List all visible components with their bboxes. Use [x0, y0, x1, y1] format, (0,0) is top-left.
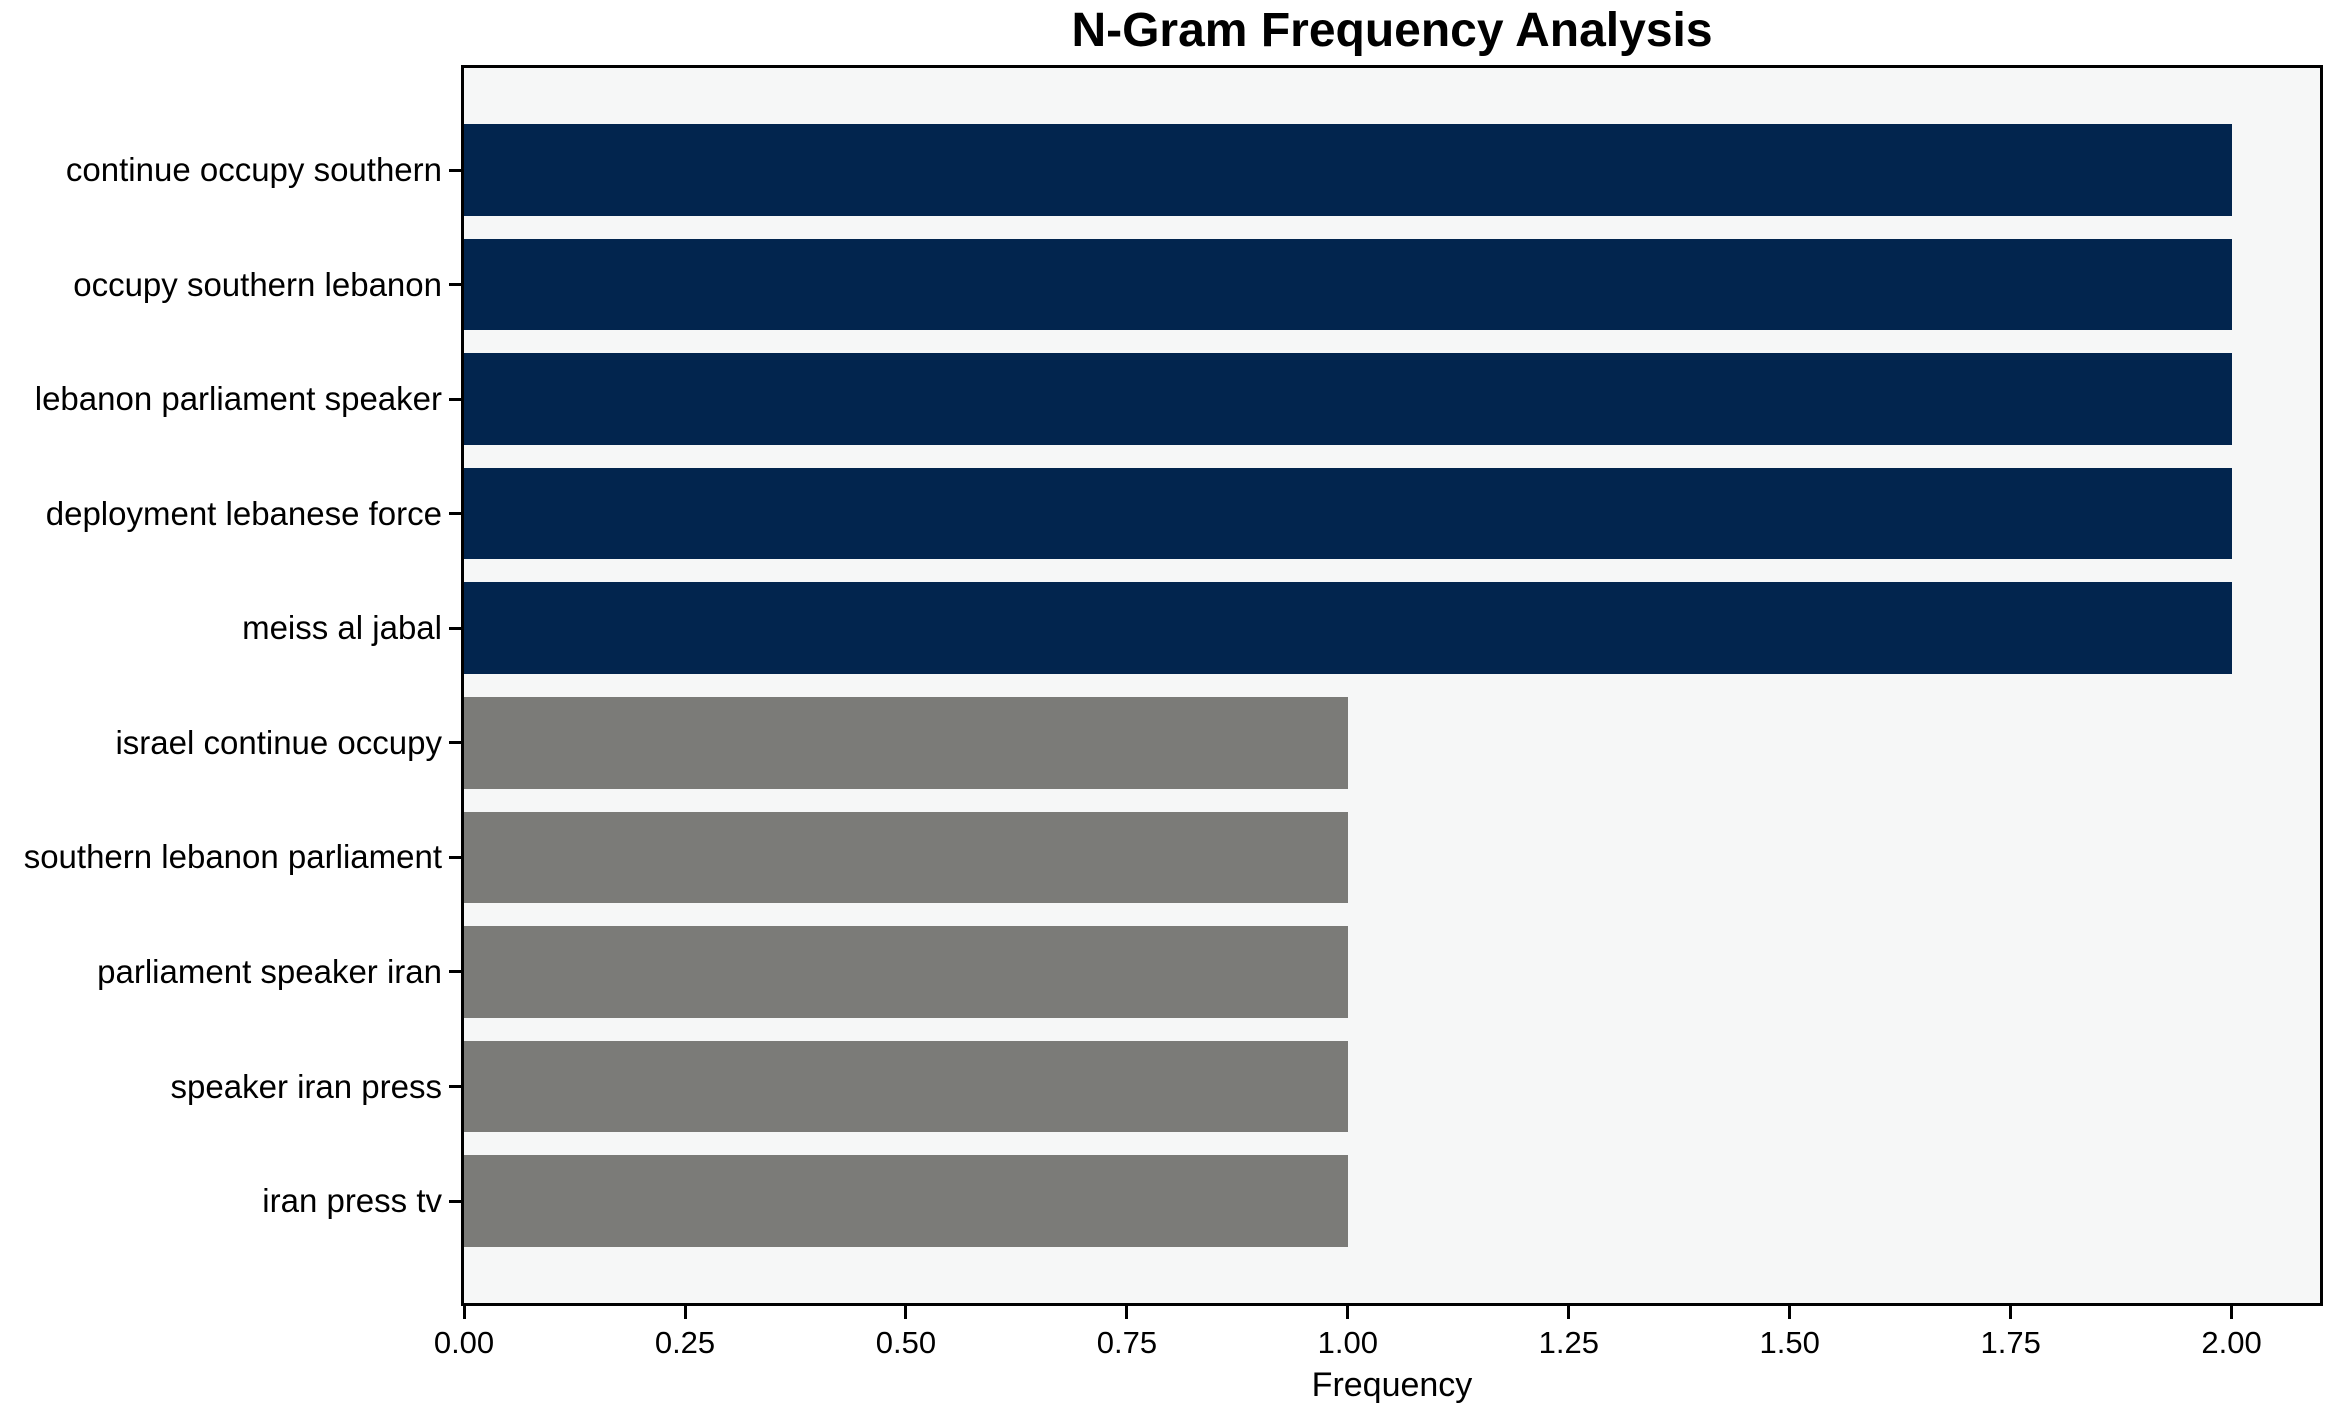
x-tick-mark	[904, 1306, 908, 1319]
bar	[464, 1040, 1348, 1133]
y-tick-label: speaker iran press	[170, 1067, 442, 1105]
x-tick-label: 0.00	[433, 1325, 495, 1360]
y-tick-mark	[449, 855, 461, 859]
y-tick-label: meiss al jabal	[242, 609, 442, 647]
x-tick-label: 1.25	[1538, 1325, 1599, 1360]
y-tick-label: iran press tv	[262, 1182, 442, 1219]
y-tick-mark	[449, 512, 461, 516]
y-tick-label: occupy southern lebanon	[73, 265, 442, 303]
y-tick-label: continue occupy southern	[65, 151, 442, 188]
bar	[464, 353, 2232, 445]
x-tick-label: 1.75	[1980, 1325, 2041, 1360]
y-tick-mark	[449, 970, 461, 974]
y-tick-label: parliament speaker iran	[97, 952, 442, 990]
x-tick-label: 1.00	[1317, 1325, 1378, 1360]
y-tick-mark	[449, 1085, 461, 1088]
bar	[464, 582, 2232, 675]
x-tick-mark	[2009, 1306, 2013, 1319]
y-tick-mark	[449, 397, 461, 401]
y-tick-label: deployment lebanese force	[45, 494, 442, 532]
x-tick-label: 0.25	[654, 1325, 716, 1360]
y-tick-mark	[449, 283, 461, 286]
x-tick-label: 0.75	[1096, 1325, 1158, 1360]
x-tick-mark	[1788, 1306, 1792, 1319]
bar	[464, 467, 2232, 560]
y-tick-label: southern lebanon parliament	[23, 838, 442, 876]
y-tick-mark	[449, 741, 461, 745]
bar	[464, 238, 2232, 331]
y-tick-label: lebanon parliament speaker	[34, 380, 442, 418]
x-tick-mark	[2230, 1306, 2234, 1319]
y-tick-mark	[449, 1199, 461, 1203]
plot-area	[461, 65, 2323, 1306]
x-tick-label: 2.00	[2201, 1325, 2262, 1360]
bar	[464, 697, 1348, 789]
x-tick-mark	[1125, 1306, 1129, 1319]
y-tick-label: israel continue occupy	[115, 723, 442, 761]
x-tick-label: 0.50	[875, 1325, 937, 1360]
x-tick-label: 1.50	[1759, 1325, 1820, 1360]
chart-title: N-Gram Frequency Analysis	[1071, 4, 1713, 57]
bar	[464, 926, 1348, 1018]
x-tick-mark	[462, 1306, 466, 1319]
bar	[464, 1155, 1348, 1247]
x-axis-label: Frequency	[1311, 1366, 1473, 1404]
y-tick-mark	[449, 168, 461, 172]
bar	[464, 811, 1348, 904]
bar	[464, 124, 2232, 216]
y-tick-mark	[449, 626, 461, 630]
x-tick-mark	[1346, 1306, 1350, 1319]
x-tick-mark	[683, 1306, 687, 1319]
x-tick-mark	[1567, 1306, 1571, 1319]
